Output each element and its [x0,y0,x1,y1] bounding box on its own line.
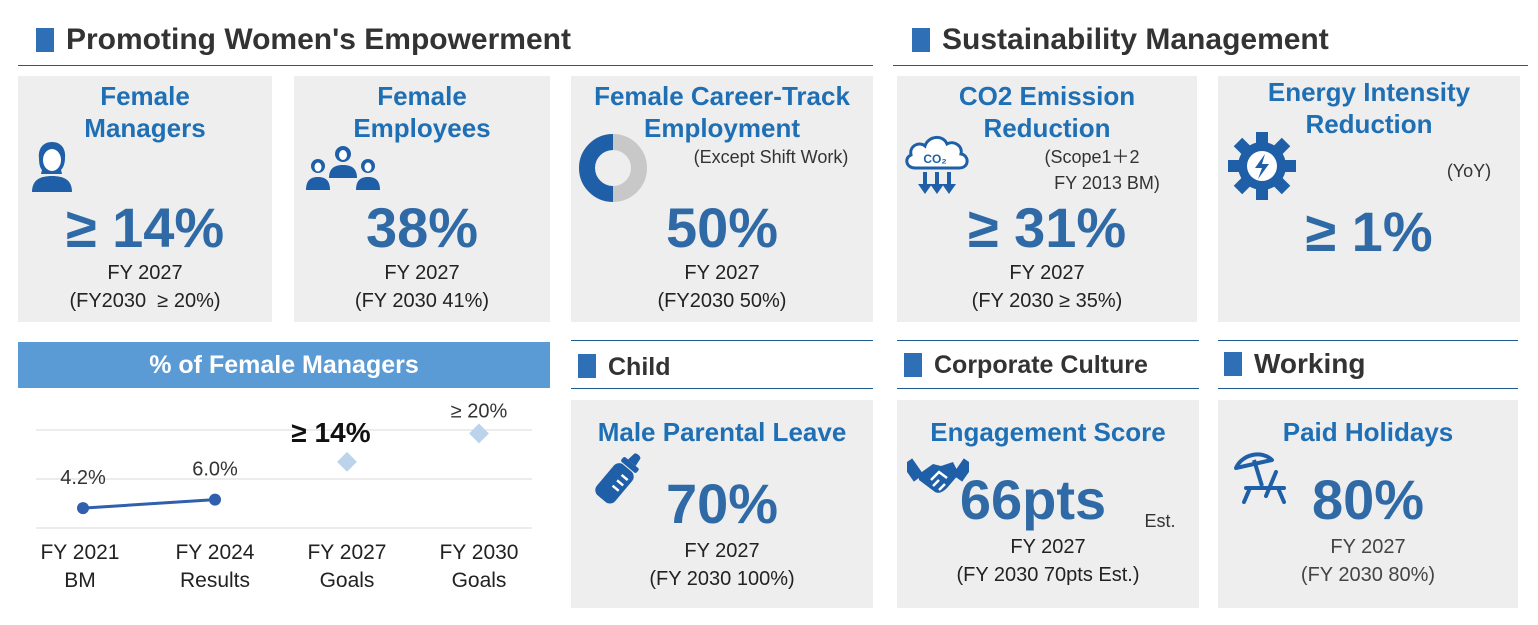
section-rule [893,65,1528,66]
person-icon [32,142,72,192]
chart-x-tick-label: FY 2024 [175,541,254,564]
card-engagement-score: Engagement Score 66pts Est. FY 2027 (FY … [897,400,1199,608]
section-rule [571,340,873,341]
section-rule [571,388,873,389]
chart-point [337,451,357,472]
card-note: (YoY) [1446,161,1492,181]
card-female-managers: Female Managers ≥ 14% FY 2027 (FY2030 ≥ … [18,76,272,322]
card-sub: (FY 2030 80%) [1300,564,1436,586]
card-fy: FY 2027 [684,540,760,562]
card-energy-intensity: Energy Intensity Reduction (YoY) ≥ 1% [1218,76,1520,322]
section-marker [578,354,596,378]
card-title: Employment [643,113,801,143]
card-value: 80% [1311,468,1425,531]
group-icon [306,146,380,190]
energy-gear-icon [1228,132,1296,200]
co2-cloud-icon: CO₂ [905,136,969,194]
card-fy: FY 2027 [107,262,183,284]
card-fy: FY 2027 [1009,262,1085,284]
handshake-icon [907,458,969,493]
section-women-header: Promoting Women's Empowerment [36,23,571,56]
chart-x-tick-label: FY 2030 [439,541,518,564]
section-title: Corporate Culture [934,350,1148,379]
card-value: ≥ 14% [65,196,225,259]
card-sub: (FY2030 ≥ 20%) [69,290,221,312]
section-marker [904,353,922,377]
card-value: 66pts [959,468,1107,531]
card-fy: FY 2027 [684,262,760,284]
card-title: Employees [353,113,491,143]
donut-icon [579,134,647,202]
section-working-header: Working Style [1224,348,1514,380]
card-paid-holidays: Paid Holidays 80% FY 2027 (FY 2030 80%) [1218,400,1518,608]
card-female-employees: Female Employees 38% FY 2027 (FY 2030 41… [294,76,550,322]
chart-x-tick-label: Results [180,569,250,592]
card-sub: (FY 2030 41%) [354,290,490,312]
card-sub: (FY 2030 70pts Est.) [956,564,1140,586]
card-title: Engagement Score [930,417,1166,447]
chart-point [209,493,221,506]
card-title: Reduction [983,113,1111,143]
section-title: Working Style [1254,348,1366,379]
card-fy: FY 2027 [384,262,460,284]
section-marker [912,28,930,52]
section-rule [897,340,1199,341]
card-title: Female Career-Track [594,81,850,111]
card-title: Female [377,81,467,111]
co2-icon-label: CO₂ [923,152,946,166]
section-rule [18,65,873,66]
card-value: 50% [665,196,779,259]
chart-x-tick-label: FY 2021 [40,541,119,564]
section-title: Sustainability Management [942,23,1329,56]
section-title: Promoting Women's Empowerment [66,23,571,56]
female-managers-chart: 4.2% 6.0% ≥ 14% ≥ 20% FY 2021 BM FY 2024 Resul… [36,400,532,592]
card-note: (Except Shift Work) [693,147,849,167]
card-value: ≥ 1% [1305,200,1433,263]
card-title: Paid Holidays [1282,417,1454,447]
chart-x-tick-label: FY 2027 [307,541,386,564]
chart-data-label: ≥ 14% [291,417,370,448]
section-rule [1218,388,1518,389]
card-sub: (FY 2030 ≥ 35%) [971,290,1123,312]
chart-title: % of Female Managers [18,342,550,388]
card-value: 38% [365,196,479,259]
card-parental-leave: Male Parental Leave 70% FY 2027 (FY 2030… [571,400,873,608]
section-rule [1218,340,1518,341]
chart-data-label: 4.2% [60,467,106,489]
chart-x-tick-label: Goals [452,569,507,592]
section-marker [1224,352,1242,376]
card-value: ≥ 31% [967,196,1127,259]
section-childcare-header: Child Care Support [578,352,868,382]
section-rule [897,388,1199,389]
chart-series-line [82,498,216,510]
card-title: Male Parental Leave [597,417,847,447]
card-sub: (FY2030 50%) [657,290,787,312]
chart-x-tick-label: Goals [320,569,375,592]
beach-chair-icon [1234,452,1286,504]
section-marker [36,28,54,52]
baby-bottle-icon [595,453,641,504]
section-culture-header: Corporate Culture [904,350,1148,380]
card-value: 70% [665,472,779,535]
card-note: (Scope1＋2 [1044,147,1140,167]
card-est-note: Est. [1144,511,1176,531]
chart-data-label: 6.0% [192,459,238,481]
chart-data-label: ≥ 20% [451,400,508,422]
section-sustainability-header: Sustainability Management [912,23,1329,56]
card-career-track: Female Career-Track Employment (Except S… [571,76,873,322]
card-fy: FY 2027 [1330,536,1406,558]
card-sub: (FY 2030 100%) [649,568,795,590]
chart-x-tick-label: BM [64,569,96,592]
section-title: Child Care Support [608,353,671,381]
card-title: Female [100,81,190,111]
card-title: Reduction [1305,109,1433,139]
card-note: FY 2013 BM) [1054,173,1160,193]
card-title: CO2 Emission [958,81,1136,111]
card-fy: FY 2027 [1010,536,1086,558]
card-title: Managers [84,113,206,143]
chart-point [469,423,489,444]
card-co2-reduction: CO2 Emission Reduction CO₂ (Scope1＋2 FY … [897,76,1197,322]
chart-point [77,502,89,515]
card-title: Energy Intensity [1267,77,1471,107]
